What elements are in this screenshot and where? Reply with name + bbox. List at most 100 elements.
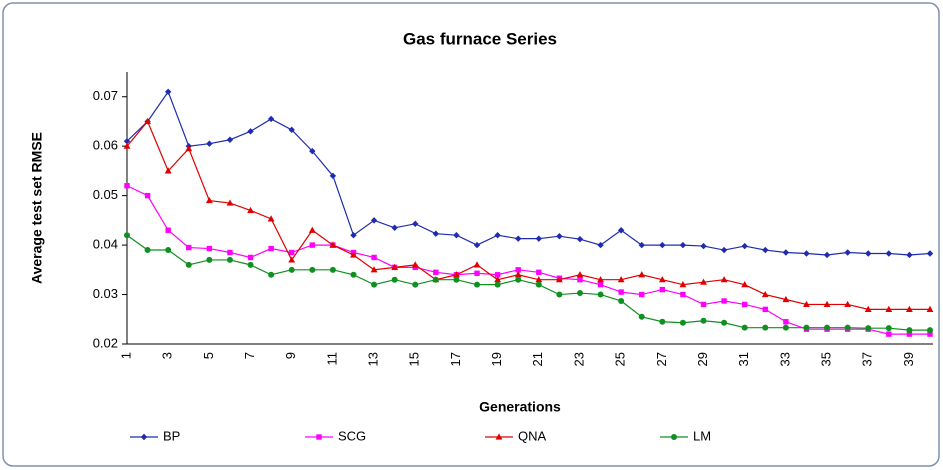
marker [639,291,645,298]
marker [164,88,172,95]
chart-title: Gas furnace Series [403,29,557,48]
marker [741,281,749,288]
marker [803,250,810,257]
marker [926,305,934,312]
legend-marker [495,433,503,440]
marker [453,276,460,283]
marker [803,300,810,308]
marker [597,241,604,249]
marker [638,313,645,320]
marker [926,250,934,257]
marker [556,291,563,298]
marker [247,254,254,261]
x-tick-label: 3 [160,352,175,359]
marker [577,277,583,283]
marker [185,261,192,268]
marker [864,305,872,312]
marker [597,276,604,283]
marker [762,246,769,254]
legend-marker [671,434,677,440]
marker [556,232,563,240]
marker [247,261,254,268]
marker [618,297,625,304]
marker [474,270,480,276]
marker [247,128,254,135]
marker [679,241,687,249]
marker [329,172,337,180]
marker [268,245,274,252]
marker [144,117,151,125]
marker [433,269,439,275]
y-tick-label: 0.06 [93,138,118,153]
marker [844,324,851,331]
marker [720,246,728,254]
marker [206,245,213,252]
marker [886,331,892,337]
marker [288,256,296,263]
x-tick-label: 9 [283,352,298,359]
marker [370,266,378,273]
marker [288,126,295,134]
marker [267,115,275,123]
marker [267,215,275,222]
marker [885,250,893,257]
marker [700,278,707,285]
marker [761,290,769,298]
marker [803,324,810,331]
x-tick-label: 29 [695,352,710,366]
marker [453,232,460,239]
marker [308,226,316,233]
marker [823,300,831,308]
marker [741,242,748,250]
legend-marker [140,433,148,441]
marker [494,281,501,288]
marker [494,276,502,283]
marker [165,227,171,233]
marker [782,249,790,256]
y-axis-title: Average test set RMSE [29,132,45,284]
x-tick-label: 39 [901,352,916,366]
x-tick-label: 27 [654,352,669,366]
y-tick-label: 0.03 [93,286,118,301]
marker [391,224,398,231]
marker [885,305,893,312]
x-tick-label: 15 [407,352,422,366]
marker [370,217,378,224]
marker [783,319,789,325]
marker [144,247,151,254]
marker [206,256,213,263]
marker [555,276,563,283]
x-tick-label: 35 [818,352,833,366]
marker [205,196,213,204]
x-tick-label: 23 [571,352,586,366]
marker [576,271,584,278]
marker [700,301,707,308]
marker [350,232,357,239]
marker [371,254,377,261]
x-tick-label: 37 [860,352,875,366]
marker [391,276,398,283]
marker [268,271,275,278]
marker [782,324,789,331]
marker [350,251,357,258]
marker [185,145,193,152]
marker [927,331,933,337]
marker [576,235,584,243]
marker [865,325,872,332]
marker [597,291,604,298]
marker [679,319,686,326]
marker [721,298,727,304]
marker [906,331,913,337]
marker [515,276,522,283]
x-tick-label: 25 [613,352,628,366]
marker [741,301,748,308]
x-tick-label: 7 [242,352,257,359]
legend-label: BP [163,428,180,443]
marker [515,235,522,242]
marker [515,267,521,273]
y-tick-label: 0.05 [93,187,118,202]
marker [741,324,748,331]
marker [762,306,768,313]
marker [535,281,542,288]
